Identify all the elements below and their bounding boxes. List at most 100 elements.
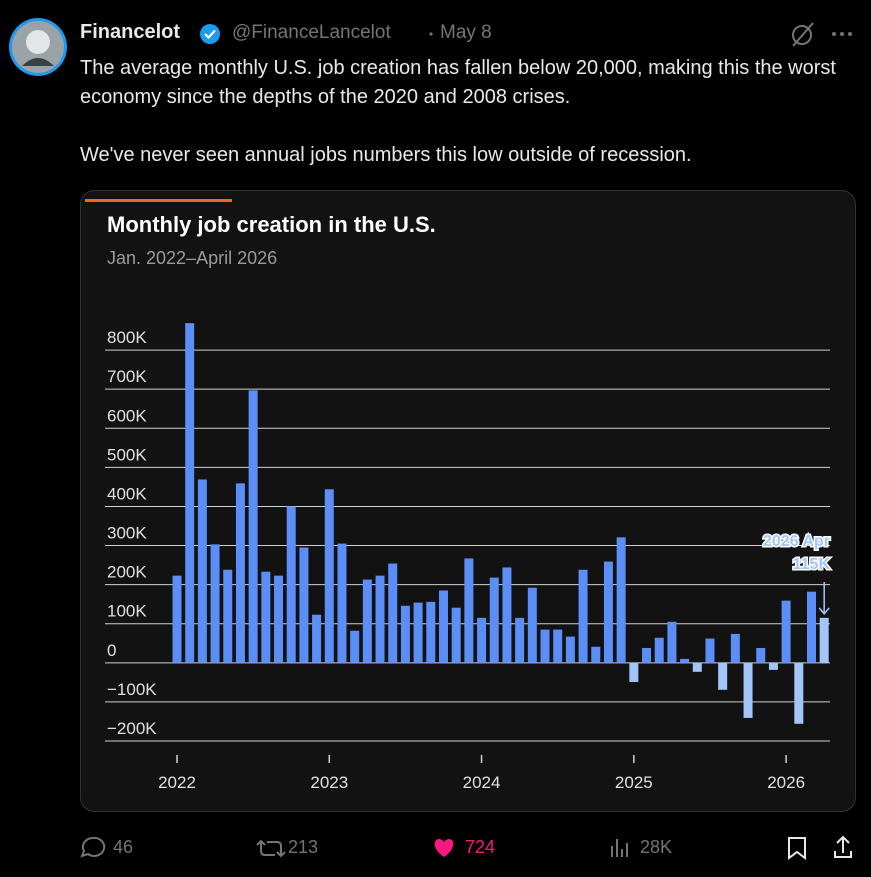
bar (426, 601, 436, 663)
bar (616, 537, 626, 663)
avatar-detail (22, 58, 54, 66)
avatar-detail (26, 30, 50, 54)
accent-bar (85, 199, 232, 202)
view-count[interactable]: 28K (640, 837, 673, 857)
bar (540, 629, 550, 663)
bar (629, 662, 639, 682)
bar (274, 575, 284, 663)
bar (337, 543, 347, 663)
bar (692, 662, 702, 672)
bar (794, 662, 804, 724)
bar (667, 621, 677, 663)
bar (680, 658, 690, 663)
post-date[interactable]: May 8 (440, 22, 492, 43)
y-tick-label: −100K (107, 680, 157, 699)
paragraph: We've never seen annual jobs numbers thi… (80, 144, 692, 166)
paragraph: The average monthly U.S. job creation ha… (80, 57, 836, 108)
bar (603, 561, 613, 663)
bar (248, 390, 258, 663)
bar (477, 617, 487, 663)
bar (286, 506, 296, 663)
y-tick-label: 600K (107, 406, 147, 425)
x-tick-label: 2023 (310, 773, 348, 792)
y-tick-label: 500K (107, 445, 147, 464)
bar (781, 600, 791, 663)
chart-title: Monthly job creation in the U.S. (107, 212, 436, 237)
views-icon[interactable] (611, 839, 628, 857)
like-count[interactable]: 724 (465, 837, 496, 857)
chart-card (80, 190, 856, 812)
bar (438, 590, 448, 663)
bar (235, 483, 245, 663)
bar (756, 647, 766, 663)
bar (565, 636, 575, 663)
bar (527, 587, 537, 663)
bar (261, 571, 271, 663)
reply-count[interactable]: 46 (113, 837, 134, 857)
y-tick-label: 200K (107, 563, 147, 582)
chart: Monthly job creation in the U.S. Jan. 20… (80, 190, 856, 812)
bar (591, 646, 601, 663)
bar (502, 567, 512, 663)
chart-subtitle: Jan. 2022–April 2026 (107, 248, 277, 268)
bar (654, 637, 664, 663)
grok-icon[interactable] (792, 25, 812, 45)
repost-count[interactable]: 213 (288, 837, 319, 857)
bar (388, 563, 398, 663)
separator-dot (429, 32, 433, 36)
y-tick-label: 800K (107, 328, 147, 347)
bar (185, 323, 195, 663)
y-tick-label: 0 (107, 641, 116, 660)
author-name[interactable]: Financelot (80, 21, 181, 43)
bar (807, 591, 816, 663)
repost-icon[interactable] (256, 839, 286, 858)
bar (489, 577, 499, 663)
bar (768, 662, 778, 670)
y-tick-label: 700K (107, 367, 147, 386)
x-tick-label: 2026 (767, 773, 805, 792)
bar (578, 569, 588, 663)
bar (718, 662, 728, 690)
bar (413, 602, 423, 663)
bookmark-icon[interactable] (788, 837, 806, 860)
verified-badge (200, 24, 220, 44)
bar (375, 575, 385, 663)
bar (312, 614, 322, 663)
more-icon[interactable] (832, 32, 852, 36)
bar (197, 479, 207, 663)
y-tick-label: −200K (107, 719, 157, 738)
bar (515, 617, 525, 663)
y-tick-label: 400K (107, 484, 147, 503)
reply-icon[interactable] (80, 836, 106, 858)
bar (553, 629, 563, 663)
annotation-value: 115K (793, 556, 831, 573)
bar (451, 607, 461, 663)
bar (730, 633, 740, 663)
author-handle[interactable]: @FinanceLancelot (232, 22, 391, 43)
bar (172, 575, 182, 663)
bar (400, 605, 410, 663)
bar (299, 547, 309, 663)
bar (324, 489, 334, 663)
x-tick-label: 2025 (615, 773, 653, 792)
verified-check (204, 29, 216, 40)
x-tick-label: 2024 (463, 773, 501, 792)
bar (819, 617, 829, 663)
grok-icon-slash (792, 22, 814, 47)
bar (362, 579, 372, 663)
bar (743, 662, 753, 718)
y-tick-label: 100K (107, 602, 147, 621)
bar (210, 544, 220, 663)
bar (350, 630, 360, 663)
share-icon[interactable] (834, 835, 852, 858)
like-icon[interactable] (434, 839, 454, 857)
x-tick-label: 2022 (158, 773, 196, 792)
bar (642, 647, 652, 663)
y-tick-label: 300K (107, 524, 147, 543)
annotation-arrow (818, 582, 830, 616)
annotation-label: 2026 Apr (763, 533, 830, 550)
bar (705, 638, 715, 663)
tweet-text: The average monthly U.S. job creation ha… (80, 54, 870, 199)
